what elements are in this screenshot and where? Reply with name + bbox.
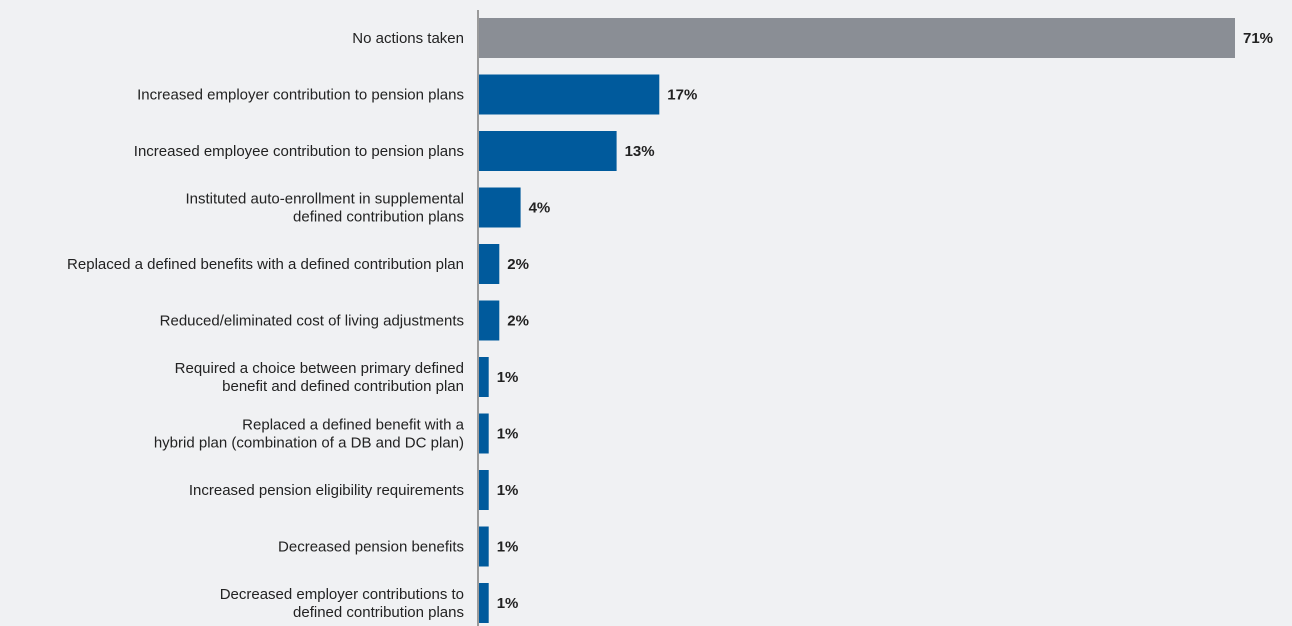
category-labels-layer: No actions taken Increased employer contr…: [67, 30, 465, 621]
category-label-9: Decreased pension benefits: [278, 539, 464, 556]
bars-layer: [478, 18, 1235, 623]
bar-7: [478, 413, 489, 454]
bar-5: [478, 300, 500, 341]
bar-6: [478, 357, 489, 397]
category-label-5: Reduced/eliminated cost of living adjust…: [160, 313, 464, 330]
category-label-3: Instituted auto-enrollment in supplement…: [186, 191, 465, 226]
bar-4: [478, 244, 500, 284]
value-label-7: 1%: [497, 426, 519, 443]
category-label-10: Decreased employer contributions to defin…: [220, 586, 464, 621]
value-labels-layer: 71% 17% 13% 4% 2% 2% 1% 1% 1% 1% 1%: [497, 30, 1273, 612]
category-label-7: Replaced a defined benefit with a hybrid …: [154, 417, 465, 452]
bar-0: [478, 18, 1235, 58]
category-label-2: Increased employee contribution to pensi…: [134, 143, 464, 160]
value-label-8: 1%: [497, 482, 519, 499]
value-label-2: 13%: [625, 143, 655, 160]
bar-10: [478, 583, 489, 623]
category-label-8: Increased pension eligibility requiremen…: [189, 482, 464, 499]
bar-9: [478, 526, 489, 567]
value-label-0: 71%: [1243, 30, 1273, 47]
bar-2: [478, 131, 617, 171]
value-label-3: 4%: [529, 200, 551, 217]
value-label-4: 2%: [507, 256, 529, 273]
value-label-9: 1%: [497, 539, 519, 556]
bar-3: [478, 187, 521, 228]
category-label-1: Increased employer contribution to pensi…: [137, 87, 464, 104]
value-label-5: 2%: [507, 313, 529, 330]
bar-8: [478, 470, 489, 510]
category-label-4: Replaced a defined benefits with a defin…: [67, 256, 464, 273]
category-label-0: No actions taken: [352, 30, 464, 47]
value-label-6: 1%: [497, 369, 519, 386]
value-label-1: 17%: [667, 87, 697, 104]
category-label-6: Required a choice between primary define…: [175, 360, 464, 395]
bar-1: [478, 74, 660, 115]
value-label-10: 1%: [497, 595, 519, 612]
